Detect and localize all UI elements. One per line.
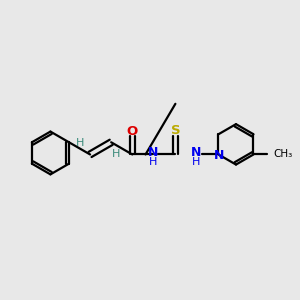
Text: H: H bbox=[76, 138, 85, 148]
Text: O: O bbox=[127, 125, 138, 138]
Text: H: H bbox=[112, 148, 121, 159]
Text: N: N bbox=[148, 146, 158, 159]
Text: H: H bbox=[192, 157, 200, 167]
Text: N: N bbox=[214, 148, 224, 162]
Text: CH₃: CH₃ bbox=[273, 149, 292, 160]
Text: N: N bbox=[191, 146, 201, 159]
Text: S: S bbox=[171, 124, 180, 137]
Text: H: H bbox=[149, 157, 157, 167]
